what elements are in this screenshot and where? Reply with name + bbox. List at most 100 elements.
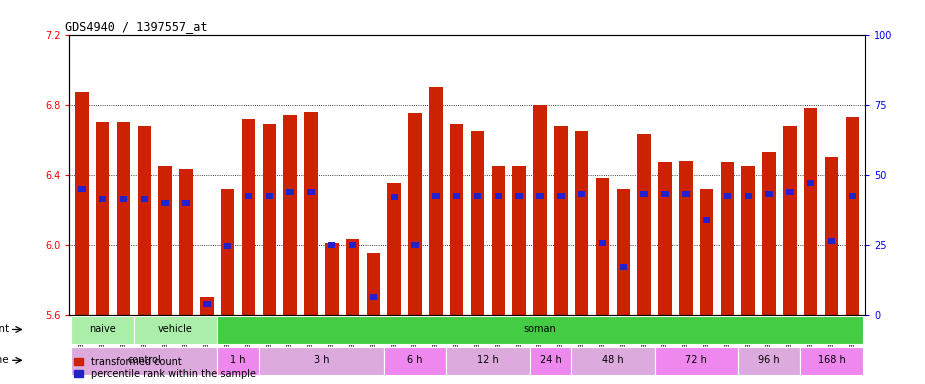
Text: naive: naive [90, 324, 116, 334]
Bar [596, 178, 610, 315]
Bar [120, 196, 128, 202]
Text: soman: soman [524, 324, 556, 334]
Bar [224, 243, 231, 250]
Bar [845, 117, 859, 315]
Bar [162, 200, 169, 206]
Bar [804, 108, 818, 315]
Bar [617, 189, 630, 315]
Bar [536, 192, 544, 199]
Bar [533, 104, 547, 315]
Bar [179, 169, 192, 315]
Bar [141, 196, 148, 202]
Text: 24 h: 24 h [539, 355, 561, 365]
Bar [848, 192, 857, 199]
Bar [217, 347, 259, 375]
Bar [408, 113, 422, 315]
Bar [679, 161, 693, 315]
Text: 1 h: 1 h [230, 355, 246, 365]
Bar [117, 122, 130, 315]
Bar [572, 347, 655, 375]
Bar [241, 119, 255, 315]
Bar [512, 166, 526, 315]
Bar [346, 239, 359, 315]
Bar [328, 242, 336, 248]
Bar [71, 347, 217, 375]
Bar [432, 192, 439, 199]
Bar [78, 185, 86, 192]
Bar [370, 294, 377, 300]
Bar [412, 242, 419, 248]
Bar [765, 191, 772, 197]
Bar [682, 191, 689, 197]
Bar [453, 192, 461, 199]
Bar [287, 189, 294, 195]
Bar [530, 347, 572, 375]
Bar [390, 194, 398, 200]
Bar [217, 316, 863, 344]
Bar [807, 180, 814, 187]
Bar [554, 126, 568, 315]
Bar [283, 115, 297, 315]
Bar [304, 112, 317, 315]
Bar [655, 347, 738, 375]
Text: 6 h: 6 h [407, 355, 423, 365]
Bar [388, 184, 401, 315]
Bar [620, 264, 627, 270]
Text: time: time [0, 355, 10, 365]
Bar [307, 189, 315, 195]
Bar [723, 192, 731, 199]
Text: 168 h: 168 h [818, 355, 845, 365]
Bar [158, 166, 172, 315]
Bar [828, 238, 835, 244]
Bar [783, 126, 796, 315]
Bar [640, 191, 647, 197]
Bar [557, 192, 564, 199]
Bar [71, 316, 134, 344]
Bar [742, 166, 755, 315]
Bar [96, 122, 109, 315]
Bar [245, 192, 253, 199]
Bar [575, 131, 588, 315]
Bar [495, 192, 502, 199]
Bar [429, 87, 443, 315]
Bar [703, 217, 710, 223]
Bar [762, 152, 776, 315]
Bar [659, 162, 672, 315]
Bar [366, 253, 380, 315]
Text: 3 h: 3 h [314, 355, 329, 365]
Bar [471, 131, 485, 315]
Bar [474, 192, 481, 199]
Bar [825, 157, 838, 315]
Bar [738, 347, 800, 375]
Text: 72 h: 72 h [685, 355, 707, 365]
Text: vehicle: vehicle [158, 324, 193, 334]
Bar [204, 301, 211, 307]
Bar [138, 126, 151, 315]
Bar [349, 242, 356, 248]
Bar [134, 316, 217, 344]
Bar [384, 347, 446, 375]
Legend: transformed count, percentile rank within the sample: transformed count, percentile rank withi… [74, 357, 256, 379]
Bar [200, 297, 214, 315]
Bar [745, 192, 752, 199]
Text: 12 h: 12 h [477, 355, 499, 365]
Bar [259, 347, 384, 375]
Bar [99, 196, 106, 202]
Bar [721, 162, 734, 315]
Bar [325, 243, 339, 315]
Bar [637, 134, 651, 315]
Text: 48 h: 48 h [602, 355, 623, 365]
Bar [786, 189, 794, 195]
Bar [450, 124, 463, 315]
Bar [265, 192, 273, 199]
Text: 96 h: 96 h [758, 355, 780, 365]
Bar [661, 191, 669, 197]
Bar [491, 166, 505, 315]
Text: agent: agent [0, 324, 10, 334]
Bar [182, 200, 190, 206]
Bar [221, 189, 234, 315]
Bar [578, 191, 586, 197]
Bar [446, 347, 530, 375]
Bar [598, 240, 606, 246]
Bar [700, 189, 713, 315]
